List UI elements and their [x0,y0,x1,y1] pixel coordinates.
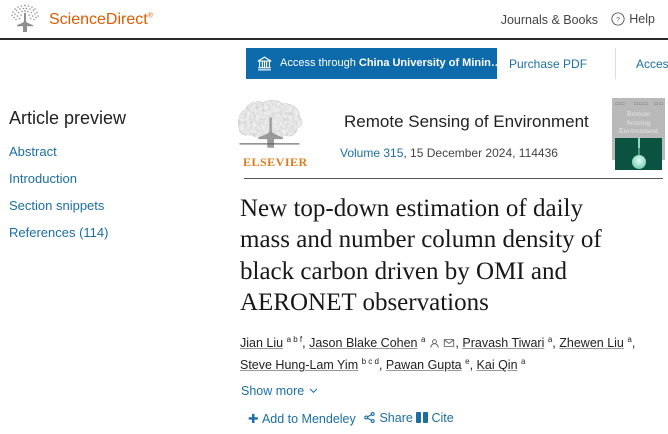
svg-text:?: ? [616,17,620,24]
